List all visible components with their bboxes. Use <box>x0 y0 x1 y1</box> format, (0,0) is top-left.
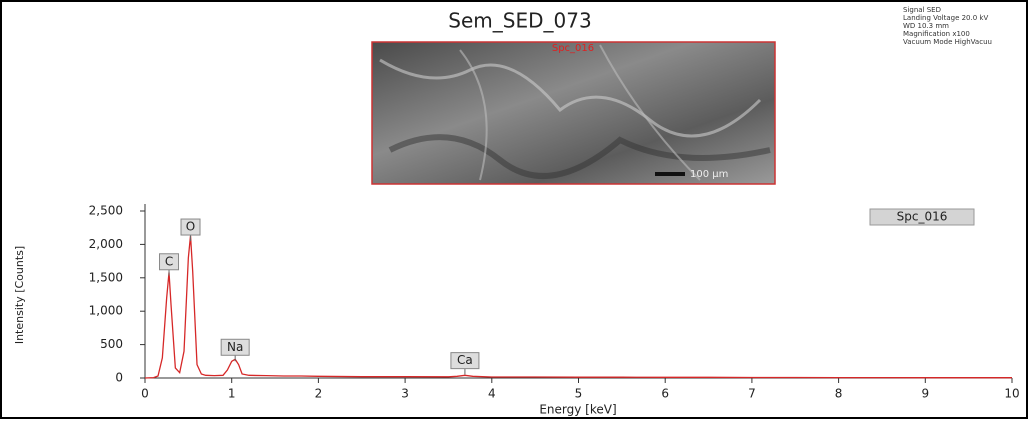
x-tick-label: 8 <box>835 387 843 401</box>
legend-label: Spc_016 <box>897 210 948 224</box>
x-tick-label: 0 <box>141 387 149 401</box>
y-tick-label: 2,000 <box>89 237 123 251</box>
peak-label-text: O <box>186 220 195 234</box>
y-tick-label: 1,500 <box>89 270 123 284</box>
chart-title: Sem_SED_073 <box>448 9 591 33</box>
info-line: Landing Voltage 20.0 kV <box>903 14 988 22</box>
x-tick-label: 4 <box>488 387 496 401</box>
image-label: Spc_016 <box>552 43 594 54</box>
x-axis-label: Energy [keV] <box>539 403 616 417</box>
x-tick-label: 3 <box>401 387 409 401</box>
y-tick-label: 0 <box>115 371 123 385</box>
x-tick-label: 1 <box>228 387 236 401</box>
peak-label-text: Na <box>227 340 243 354</box>
x-tick-label: 2 <box>315 387 323 401</box>
peak-label-text: C <box>165 254 173 268</box>
y-tick-label: 1,000 <box>89 304 123 318</box>
y-tick-label: 500 <box>100 337 123 351</box>
y-axis-label: Intensity [Counts] <box>13 246 26 344</box>
x-tick-label: 5 <box>575 387 583 401</box>
chart: Sem_SED_073 Signal SEDLanding Voltage 20… <box>0 0 1028 419</box>
info-line: Signal SED <box>903 6 941 14</box>
sem-image <box>372 42 775 184</box>
scale-bar-label: 100 µm <box>690 169 728 180</box>
legend: Spc_016 <box>870 209 974 225</box>
info-line: Vacuum Mode HighVacuu <box>903 38 992 46</box>
info-line: WD 10.3 mm <box>903 22 949 30</box>
peak-label-text: Ca <box>457 353 473 367</box>
info-line: Magnification x100 <box>903 30 970 38</box>
y-tick-label: 2,500 <box>89 204 123 218</box>
x-tick-label: 7 <box>748 387 756 401</box>
x-tick-label: 10 <box>1004 387 1019 401</box>
x-tick-label: 6 <box>661 387 669 401</box>
x-tick-label: 9 <box>921 387 929 401</box>
